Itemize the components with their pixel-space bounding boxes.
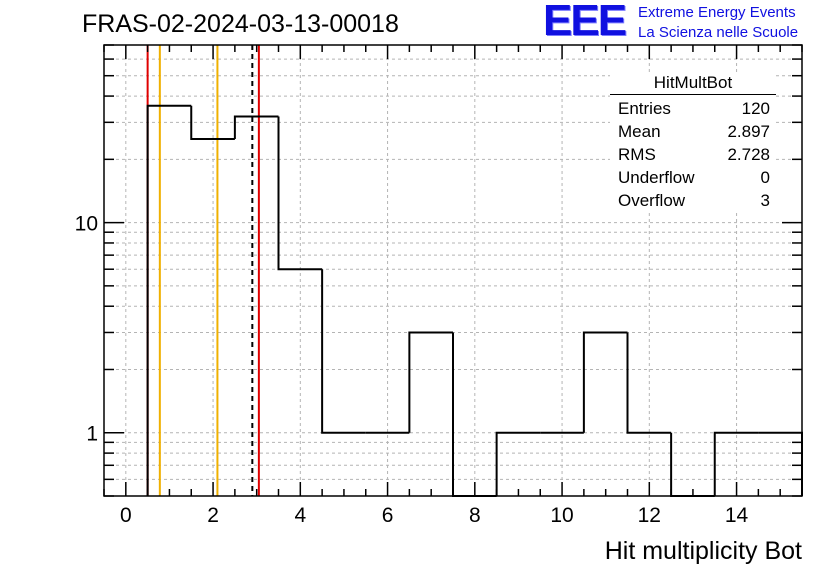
marker-lines bbox=[146, 45, 260, 496]
histogram-bin bbox=[713, 431, 759, 496]
stats-value: 3 bbox=[760, 191, 770, 210]
y-tick-label: 1 bbox=[86, 423, 98, 446]
logo-mark: EEE bbox=[543, 0, 627, 45]
histogram-bin bbox=[582, 331, 628, 433]
x-tick-label: 10 bbox=[550, 504, 573, 527]
x-tick-label: 14 bbox=[725, 504, 749, 527]
logo-line-2: La Scienza nelle Scuole bbox=[638, 24, 799, 41]
axis-ticks bbox=[103, 44, 803, 497]
axis-tick-labels: 0 2 4 6 8 10 12 14 1 10 bbox=[75, 213, 749, 527]
histogram-bin bbox=[626, 332, 672, 434]
stats-row-rms: RMS 2.728 bbox=[610, 143, 776, 166]
stats-label: RMS bbox=[618, 145, 656, 164]
stats-label: Overflow bbox=[618, 191, 686, 210]
x-tick-label: 2 bbox=[207, 504, 219, 527]
histogram-bin bbox=[233, 115, 279, 139]
histogram-bin bbox=[277, 116, 323, 271]
stats-value: 120 bbox=[741, 99, 770, 118]
stats-value: 2.728 bbox=[727, 145, 770, 164]
stats-row-underflow: Underflow 0 bbox=[610, 166, 776, 189]
run-title: FRAS-02-2024-03-13-00018 bbox=[82, 10, 399, 38]
x-tick-label: 12 bbox=[638, 504, 661, 527]
stats-row-entries: Entries 120 bbox=[610, 97, 776, 120]
histogram-bin bbox=[408, 331, 453, 433]
stats-box: HitMultBot Entries 120 Mean 2.897 RMS 2.… bbox=[610, 72, 776, 210]
x-tick-label: 8 bbox=[469, 504, 481, 527]
x-tick-label: 0 bbox=[120, 504, 132, 527]
x-tick-label: 4 bbox=[294, 504, 306, 527]
stats-value: 2.897 bbox=[727, 122, 770, 141]
x-axis-label: Hit multiplicity Bot bbox=[605, 537, 802, 565]
histogram-bin bbox=[190, 105, 235, 140]
stats-title: HitMultBot bbox=[610, 72, 776, 95]
histogram-bin bbox=[146, 104, 192, 496]
x-tick-label: 6 bbox=[382, 504, 394, 527]
stats-label: Mean bbox=[618, 122, 661, 141]
histogram-bin bbox=[321, 269, 366, 434]
logo-line-1: Extreme Energy Events bbox=[638, 4, 796, 21]
plot-frame bbox=[103, 44, 803, 497]
stats-row-mean: Mean 2.897 bbox=[610, 120, 776, 143]
stats-row-overflow: Overflow 3 bbox=[610, 189, 776, 212]
stats-label: Entries bbox=[618, 99, 671, 118]
histogram-bin bbox=[495, 431, 541, 496]
stats-value: 0 bbox=[760, 168, 770, 187]
stats-label: Underflow bbox=[618, 168, 695, 187]
y-tick-label: 10 bbox=[75, 213, 98, 236]
